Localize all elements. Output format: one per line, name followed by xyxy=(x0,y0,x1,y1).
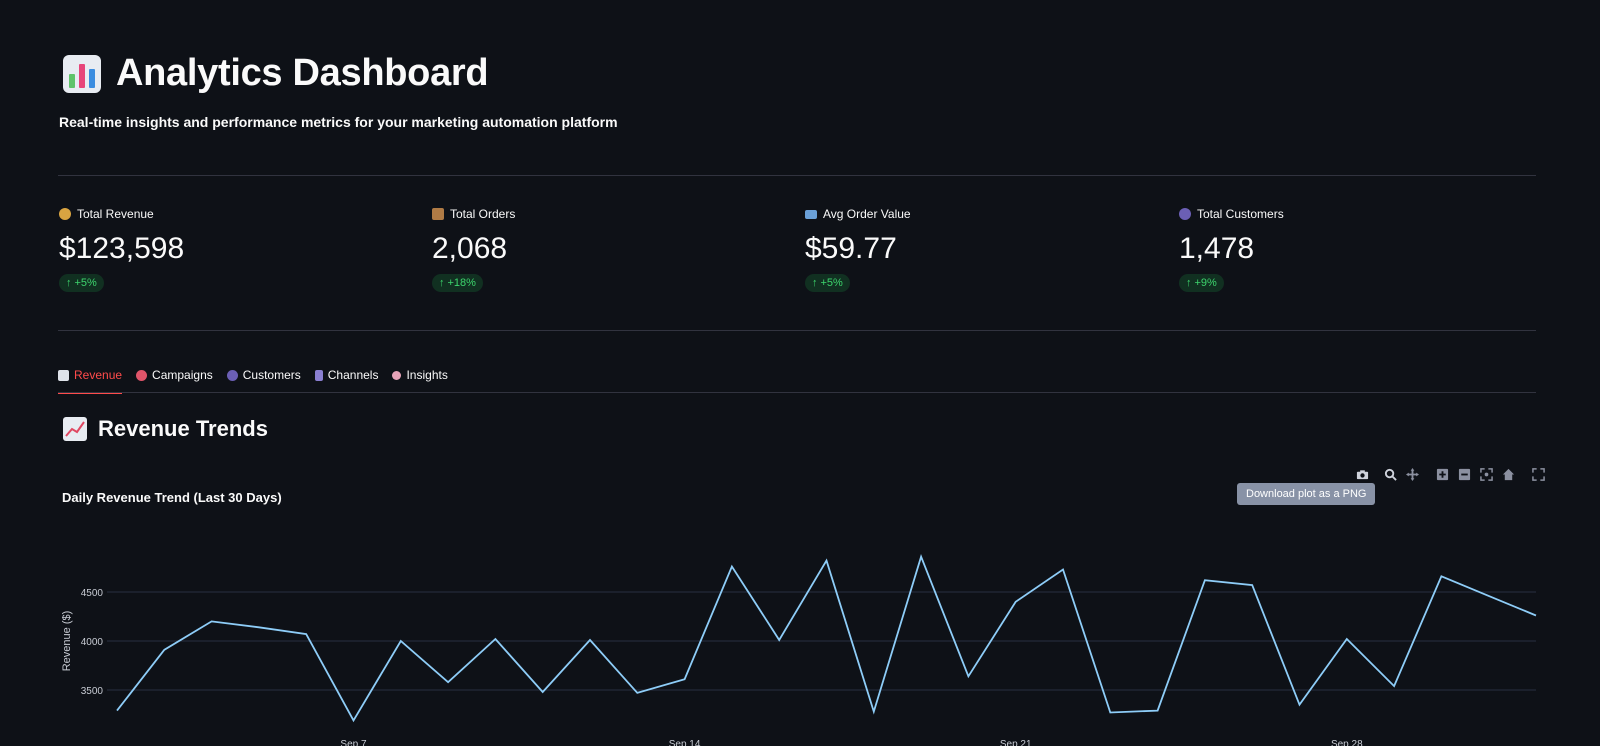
metric-label: Total Customers xyxy=(1197,207,1284,221)
metric-avg-order-value: Avg Order Value $59.77 ↑ +5% xyxy=(805,206,1165,292)
data-point xyxy=(1108,711,1112,715)
page-subtitle: Real-time insights and performance metri… xyxy=(59,114,618,130)
data-point xyxy=(872,710,876,714)
data-point xyxy=(1014,600,1018,604)
arrow-up-icon: ↑ xyxy=(1186,277,1192,289)
data-point xyxy=(493,637,497,641)
data-point xyxy=(966,674,970,678)
zoom-in-icon[interactable] xyxy=(1434,466,1450,482)
x-tick-label: Sep 14 xyxy=(669,739,701,746)
delta-badge: ↑ +18% xyxy=(432,274,483,292)
divider xyxy=(58,175,1536,176)
arrow-up-icon: ↑ xyxy=(439,277,445,289)
data-point xyxy=(1061,567,1065,571)
bar-chart-icon xyxy=(63,54,101,93)
y-axis-label: Revenue ($) xyxy=(61,611,73,672)
data-point xyxy=(919,555,923,559)
x-tick-label: Sep 7 xyxy=(340,739,367,746)
metric-total-revenue: Total Revenue $123,598 ↑ +5% xyxy=(59,206,419,292)
tab-bar: Revenue Campaigns Customers Channels Ins… xyxy=(58,358,462,394)
data-point xyxy=(1392,684,1396,688)
metric-value: 2,068 xyxy=(432,232,508,265)
chart-up-icon xyxy=(58,369,69,381)
data-point xyxy=(541,690,545,694)
data-point xyxy=(304,632,308,636)
section-title: Revenue Trends xyxy=(98,416,268,441)
revenue-line-chart[interactable]: 3500 4000 4500 Revenue ($) Sep 7 Sep 14 Sep 21… xyxy=(0,500,1600,746)
metric-label: Avg Order Value xyxy=(823,207,911,221)
package-icon xyxy=(432,208,444,220)
autoscale-icon[interactable] xyxy=(1478,466,1494,482)
data-point xyxy=(1439,574,1443,578)
tab-channels[interactable]: Channels xyxy=(314,358,393,392)
data-point xyxy=(1298,703,1302,707)
section-header: Revenue Trends xyxy=(62,416,268,442)
data-point xyxy=(115,709,119,713)
data-point xyxy=(777,638,781,642)
tab-underline xyxy=(58,392,1536,393)
credit-card-icon xyxy=(805,209,817,219)
divider xyxy=(58,330,1536,331)
target-icon xyxy=(136,369,148,381)
metric-total-orders: Total Orders 2,068 ↑ +18% xyxy=(432,206,792,292)
tab-customers[interactable]: Customers xyxy=(226,358,315,392)
chart-up-icon xyxy=(63,417,87,441)
y-tick-label: 3500 xyxy=(81,686,104,697)
chart-title: Daily Revenue Trend (Last 30 Days) xyxy=(62,490,282,505)
data-point xyxy=(1203,578,1207,582)
delta-badge: ↑ +5% xyxy=(805,274,850,292)
data-point xyxy=(683,677,687,681)
x-tick-label: Sep 21 xyxy=(1000,739,1032,746)
metric-value: $59.77 xyxy=(805,232,897,265)
phone-icon xyxy=(314,369,323,381)
series-line xyxy=(116,553,1537,723)
x-tick-label: Sep 28 xyxy=(1331,739,1363,746)
tab-insights[interactable]: Insights xyxy=(392,358,461,392)
y-tick-label: 4000 xyxy=(81,637,104,648)
metric-label: Total Revenue xyxy=(77,207,154,221)
data-point xyxy=(730,565,734,569)
data-point xyxy=(352,718,356,722)
pan-icon[interactable] xyxy=(1404,466,1420,482)
tab-revenue[interactable]: Revenue xyxy=(58,358,136,394)
data-point xyxy=(1345,637,1349,641)
metric-total-customers: Total Customers 1,478 ↑ +9% xyxy=(1179,206,1539,292)
brain-icon xyxy=(392,370,402,380)
data-point xyxy=(446,680,450,684)
arrow-up-icon: ↑ xyxy=(66,277,72,289)
data-point xyxy=(210,619,214,623)
delta-badge: ↑ +9% xyxy=(1179,274,1224,292)
money-bag-icon xyxy=(59,208,71,220)
data-point xyxy=(1487,594,1491,598)
data-point xyxy=(635,691,639,695)
people-icon xyxy=(226,369,238,381)
data-point xyxy=(257,625,261,629)
page-header: Analytics Dashboard xyxy=(62,52,489,95)
data-point xyxy=(162,648,166,652)
page-title: Analytics Dashboard xyxy=(116,52,489,94)
metric-value: $123,598 xyxy=(59,232,185,265)
zoom-icon[interactable] xyxy=(1382,466,1398,482)
arrow-up-icon: ↑ xyxy=(812,277,818,289)
plot-toolbar xyxy=(1354,466,1546,482)
delta-badge: ↑ +5% xyxy=(59,274,104,292)
fullscreen-icon[interactable] xyxy=(1530,466,1546,482)
data-point xyxy=(1534,614,1538,618)
toolbar-tooltip: Download plot as a PNG xyxy=(1237,483,1376,505)
data-point xyxy=(1250,583,1254,587)
metric-label: Total Orders xyxy=(450,207,516,221)
data-point xyxy=(825,559,829,563)
y-tick-label: 4500 xyxy=(81,588,104,599)
data-point xyxy=(399,639,403,643)
metric-value: 1,478 xyxy=(1179,232,1255,265)
zoom-out-icon[interactable] xyxy=(1456,466,1472,482)
tab-campaigns[interactable]: Campaigns xyxy=(136,358,227,392)
camera-icon[interactable] xyxy=(1354,466,1370,482)
data-point xyxy=(588,638,592,642)
data-point xyxy=(1156,709,1160,713)
people-icon xyxy=(1179,208,1191,220)
home-icon[interactable] xyxy=(1500,466,1516,482)
